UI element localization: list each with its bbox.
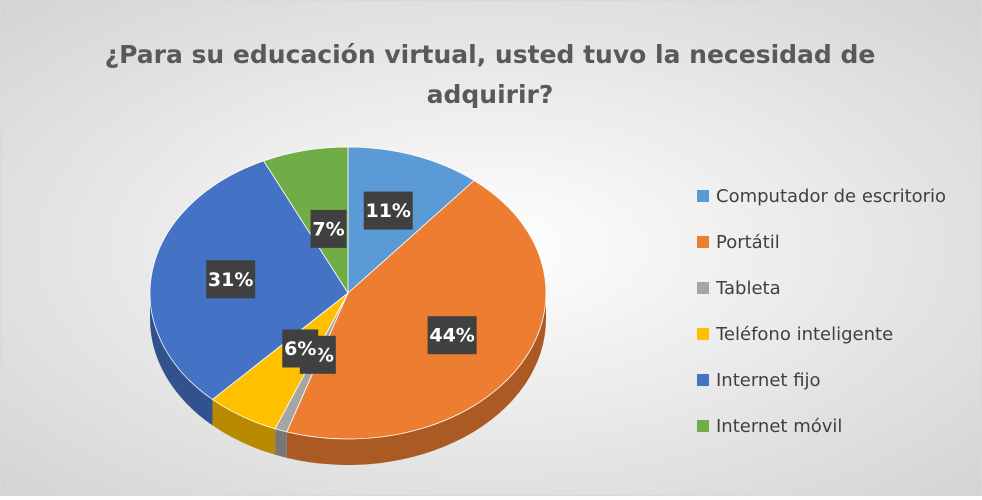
data-label-box	[427, 316, 477, 355]
legend-swatch	[697, 328, 709, 340]
data-label: 44%	[429, 325, 474, 347]
pie-side	[212, 399, 276, 455]
data-label-box	[310, 209, 347, 248]
legend-swatch	[697, 374, 709, 386]
legend-swatch	[697, 190, 709, 202]
data-label: 6%	[284, 338, 316, 360]
legend-swatch	[697, 282, 709, 294]
legend-label: Internet móvil	[716, 416, 842, 437]
legend-swatch	[697, 236, 709, 248]
chart-title: ¿Para su educación virtual, usted tuvo l…	[105, 40, 876, 69]
data-label-box	[363, 191, 413, 230]
data-label: 31%	[208, 269, 253, 291]
data-label: 7%	[312, 218, 344, 240]
chart-title: adquirir?	[427, 80, 554, 109]
pie-slice	[286, 180, 547, 440]
pie-side	[150, 293, 213, 426]
legend-label: Tableta	[715, 278, 781, 299]
legend-label: Computador de escritorio	[716, 186, 946, 207]
data-label-box	[282, 329, 319, 368]
pie-slice	[263, 146, 349, 295]
data-label-box	[206, 260, 256, 299]
legend-label: Internet fijo	[716, 370, 821, 391]
legend-label: Teléfono inteligente	[715, 324, 893, 345]
data-label: 11%	[365, 200, 410, 222]
legend-label: Portátil	[716, 232, 780, 253]
pie-side	[286, 293, 547, 466]
legend-swatch	[697, 420, 709, 432]
pie-side	[275, 428, 287, 458]
